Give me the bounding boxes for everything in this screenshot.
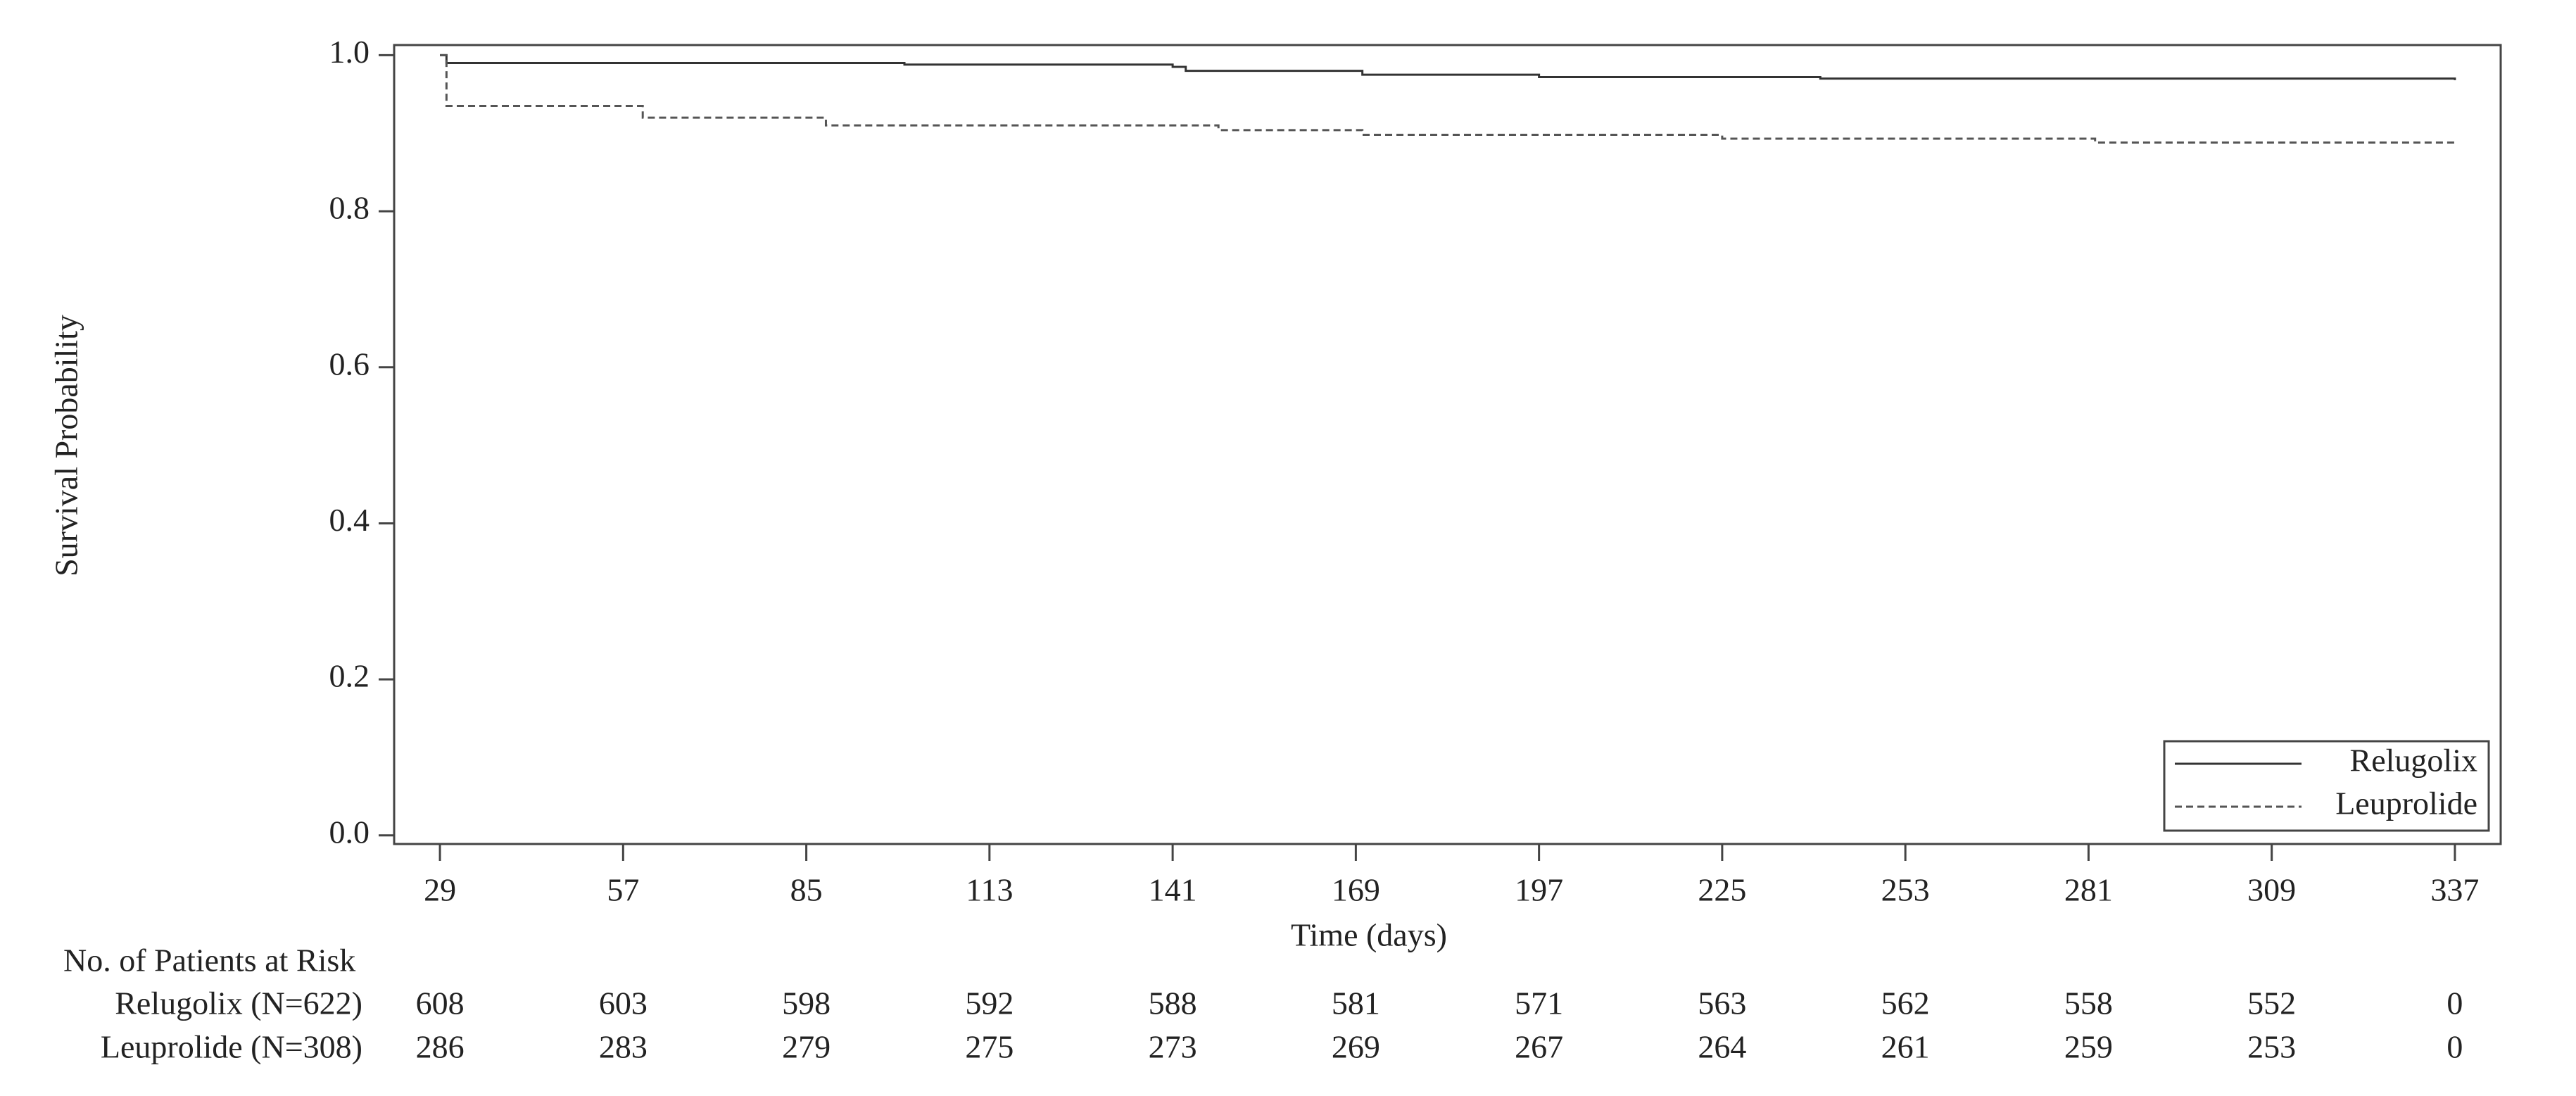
risk-value: 558 — [2064, 985, 2113, 1021]
x-tick-label: 197 — [1515, 872, 1563, 908]
x-axis-title: Time (days) — [1291, 917, 1447, 953]
risk-value: 563 — [1698, 985, 1746, 1021]
risk-value: 259 — [2064, 1029, 2113, 1065]
risk-value: 275 — [965, 1029, 1014, 1065]
risk-value: 283 — [599, 1029, 648, 1065]
y-tick-label: 0.2 — [329, 658, 370, 694]
risk-row-name: Leuprolide (N=308) — [101, 1029, 362, 1065]
x-tick-label: 309 — [2247, 872, 2296, 908]
y-tick-label: 1.0 — [329, 34, 370, 70]
legend-label: Relugolix — [2350, 743, 2477, 779]
risk-value: 0 — [2446, 985, 2463, 1021]
y-axis-title: Survival Probability — [49, 315, 84, 577]
risk-value: 562 — [1881, 985, 1930, 1021]
y-tick-label: 0.0 — [329, 814, 370, 850]
x-tick-label: 29 — [424, 872, 456, 908]
risk-row-name: Relugolix (N=622) — [115, 985, 362, 1021]
x-tick-label: 113 — [966, 872, 1013, 908]
risk-value: 253 — [2247, 1029, 2296, 1065]
x-tick-label: 281 — [2064, 872, 2113, 908]
risk-value: 269 — [1332, 1029, 1380, 1065]
plot-frame — [393, 44, 2502, 845]
survival-curve — [440, 53, 2456, 80]
risk-value: 598 — [782, 985, 831, 1021]
legend-box — [2163, 740, 2490, 832]
risk-value: 264 — [1698, 1029, 1746, 1065]
x-tick-label: 169 — [1332, 872, 1380, 908]
x-tick-label: 85 — [790, 872, 823, 908]
y-tick-label: 0.6 — [329, 346, 370, 382]
risk-value: 279 — [782, 1029, 831, 1065]
risk-value: 588 — [1149, 985, 1197, 1021]
risk-value: 261 — [1881, 1029, 1930, 1065]
risk-value: 267 — [1515, 1029, 1563, 1065]
legend-label: Leuprolide — [2335, 786, 2477, 821]
x-tick-label: 57 — [607, 872, 639, 908]
y-tick-label: 0.8 — [329, 190, 370, 226]
x-tick-label: 253 — [1881, 872, 1930, 908]
x-tick-label: 141 — [1149, 872, 1197, 908]
risk-value: 273 — [1149, 1029, 1197, 1065]
risk-value: 0 — [2446, 1029, 2463, 1065]
x-tick-label: 337 — [2430, 872, 2479, 908]
risk-value: 608 — [416, 985, 465, 1021]
risk-value: 552 — [2247, 985, 2296, 1021]
risk-table-title: No. of Patients at Risk — [63, 943, 355, 978]
y-tick-label: 0.4 — [329, 502, 370, 538]
survival-curve — [440, 53, 2456, 145]
x-tick-label: 225 — [1698, 872, 1746, 908]
risk-value: 603 — [599, 985, 648, 1021]
risk-value: 581 — [1332, 985, 1380, 1021]
risk-value: 286 — [416, 1029, 465, 1065]
risk-value: 592 — [965, 985, 1014, 1021]
risk-value: 571 — [1515, 985, 1563, 1021]
